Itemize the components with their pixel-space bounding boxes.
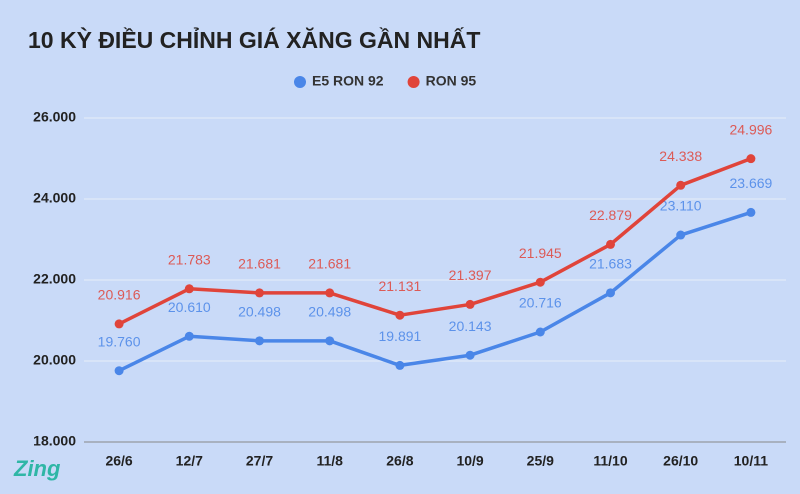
data-label: 19.760 (98, 333, 141, 349)
data-point (535, 327, 545, 337)
legend-marker (407, 76, 420, 88)
data-point (465, 350, 475, 360)
data-label: 21.681 (238, 256, 281, 272)
data-label: 20.716 (519, 295, 562, 311)
y-tick-label: 22.000 (33, 271, 76, 287)
x-tick-label: 10/9 (456, 453, 483, 469)
series-line (118, 210, 752, 373)
x-tick-label: 11/10 (593, 453, 627, 469)
data-point (606, 288, 615, 298)
logo: Zing (13, 456, 61, 481)
data-point (746, 207, 756, 217)
x-tick-label: 26/8 (386, 453, 413, 469)
y-tick-label: 20.000 (33, 352, 76, 368)
x-tick-label: 10/11 (734, 453, 768, 469)
x-tick-label: 27/7 (246, 453, 273, 469)
data-point (606, 239, 615, 249)
data-label: 20.143 (449, 318, 492, 334)
data-point (184, 284, 194, 294)
data-point (325, 288, 335, 298)
legend-marker (294, 76, 306, 88)
data-point (184, 331, 194, 341)
legend-label: E5 RON 92 (312, 73, 384, 89)
data-label: 20.916 (98, 287, 141, 303)
chart-title: 10 KỲ ĐIỀU CHỈNH GIÁ XĂNG GẦN NHẤT (28, 25, 480, 53)
x-tick-label: 25/9 (527, 453, 554, 469)
data-label: 21.683 (589, 256, 632, 272)
y-tick-label: 24.000 (33, 190, 76, 206)
data-label: 19.891 (378, 328, 421, 344)
x-tick-label: 11/8 (316, 453, 343, 469)
data-label: 20.610 (168, 299, 211, 315)
x-tick-label: 12/7 (176, 453, 203, 469)
data-label: 21.681 (308, 256, 351, 272)
data-point (114, 319, 124, 329)
data-point (255, 288, 264, 298)
data-label: 24.996 (729, 121, 772, 137)
data-point (746, 154, 756, 164)
x-tick-label: 26/6 (105, 453, 132, 469)
x-tick-label: 26/10 (663, 453, 698, 469)
data-point (535, 277, 545, 287)
data-label: 22.879 (589, 207, 632, 223)
data-label: 23.110 (660, 198, 702, 214)
data-point (255, 336, 264, 346)
data-label: 21.945 (519, 245, 562, 261)
data-point (676, 180, 686, 190)
data-point (465, 299, 475, 309)
data-point (676, 230, 686, 240)
data-label: 24.338 (659, 148, 702, 164)
y-tick-label: 18.000 (33, 433, 76, 449)
data-label: 20.498 (308, 304, 351, 320)
data-label: 21.783 (168, 251, 211, 267)
data-point (114, 366, 124, 376)
data-point (325, 336, 335, 346)
y-tick-label: 26.000 (33, 109, 76, 125)
data-point (395, 360, 405, 370)
series-line (118, 157, 752, 326)
legend-label: RON 95 (426, 73, 477, 89)
data-label: 21.131 (378, 278, 421, 294)
data-label: 21.397 (449, 267, 492, 283)
data-label: 20.498 (238, 304, 281, 320)
data-label: 23.669 (729, 175, 772, 191)
data-point (395, 310, 405, 320)
